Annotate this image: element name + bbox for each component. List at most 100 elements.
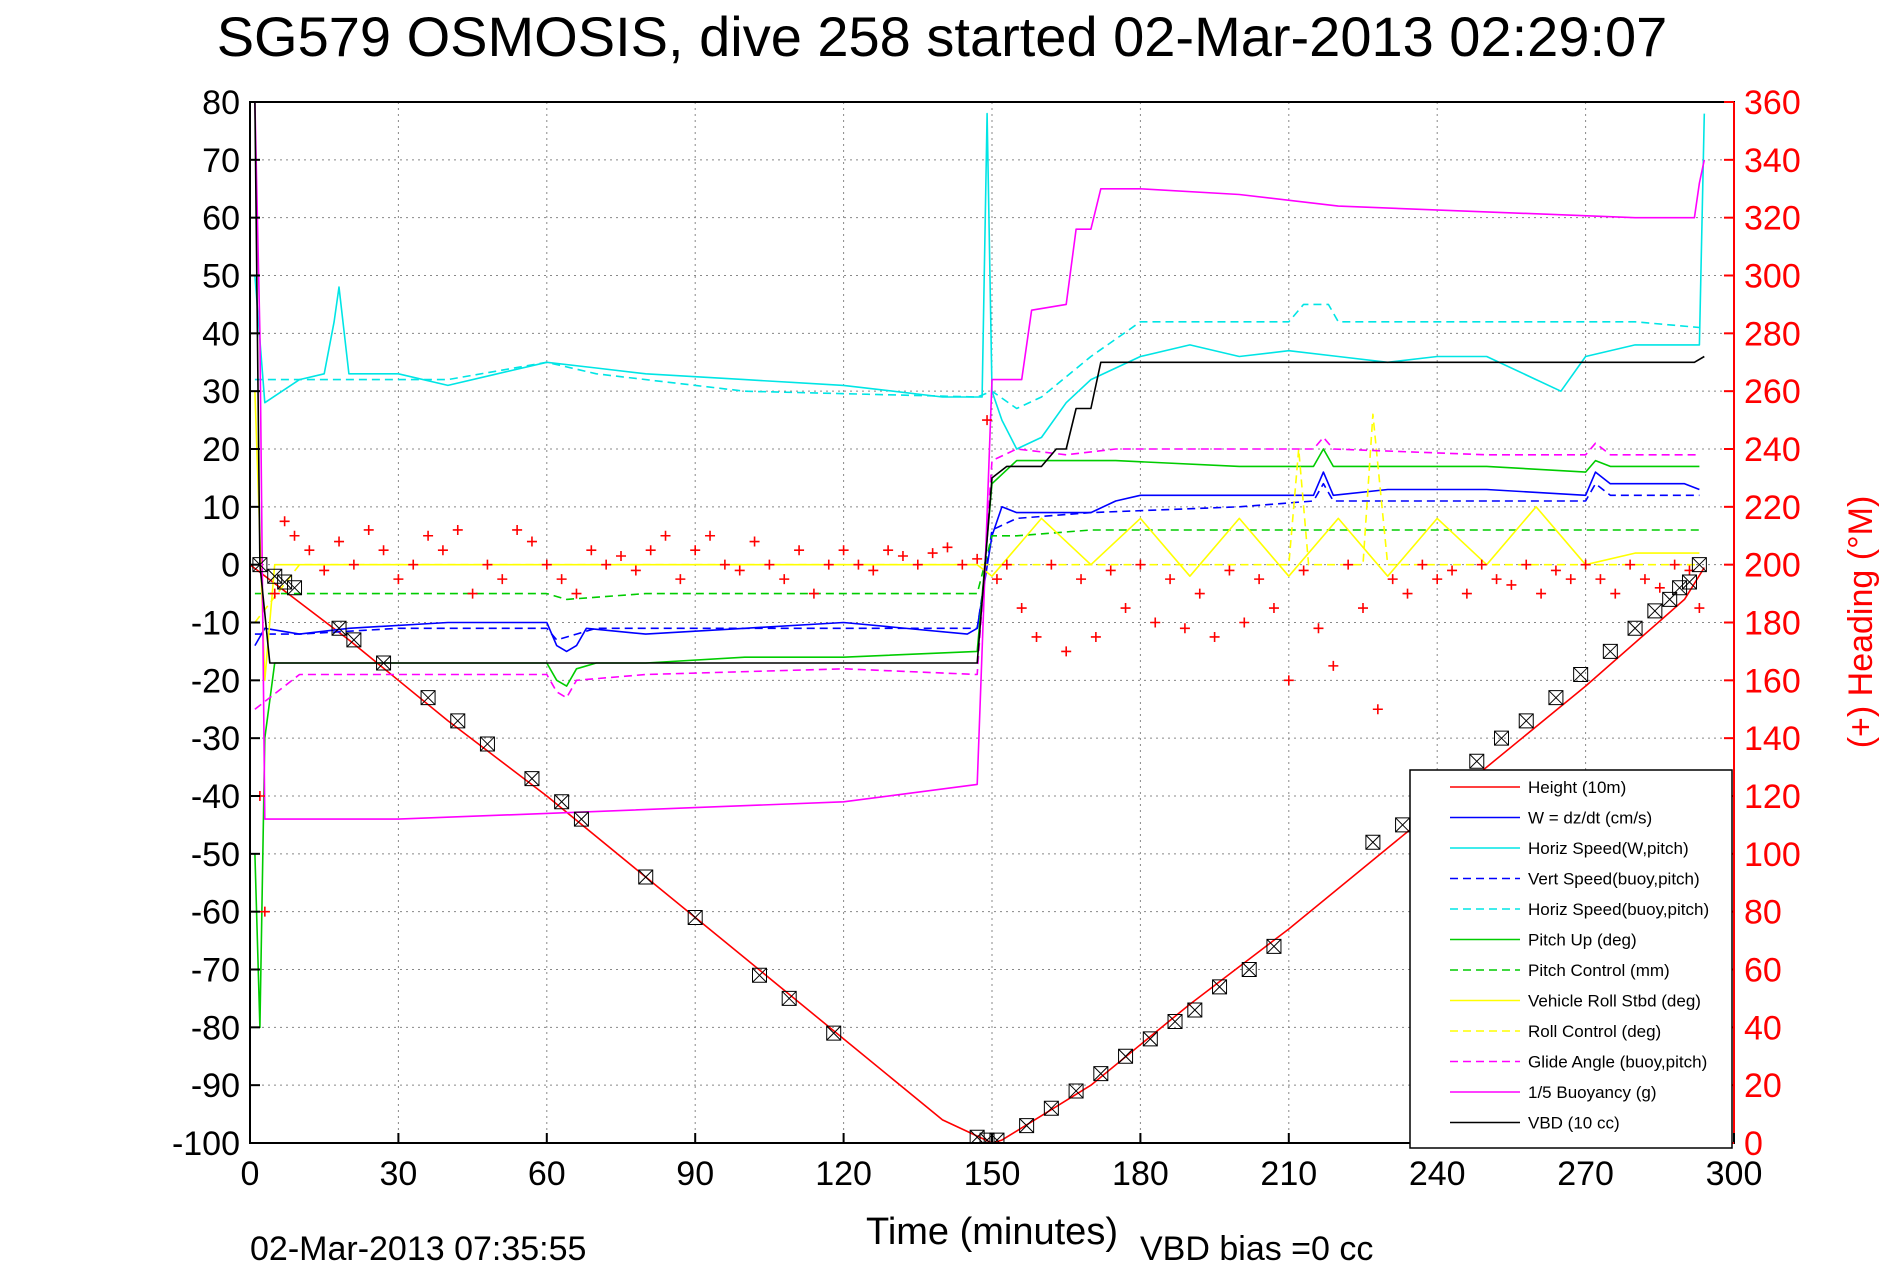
waypoint-marker — [1494, 730, 1510, 746]
heading-point — [1402, 588, 1413, 599]
y2-tick-label: 60 — [1744, 952, 1782, 990]
y2-tick-label: 280 — [1744, 315, 1801, 353]
y2-tick-label: 0 — [1744, 1125, 1763, 1163]
legend: Height (10m) W = dz/dt (cm/s) Horiz Speed(… — [1409, 769, 1733, 1149]
y-tick-label: 60 — [202, 200, 240, 238]
waypoint-marker — [1118, 1048, 1134, 1064]
heading-point — [808, 588, 819, 599]
waypoint-marker — [1241, 962, 1257, 977]
heading-point — [348, 559, 359, 570]
heading-point — [1625, 559, 1636, 570]
waypoint-marker — [826, 1025, 842, 1041]
x-tick-label: 180 — [1112, 1155, 1169, 1193]
heading-point — [1595, 574, 1606, 585]
heading-point — [259, 906, 270, 917]
heading-point — [1209, 631, 1220, 642]
heading-point — [1521, 559, 1532, 570]
heading-point — [279, 516, 290, 527]
heading-point — [868, 565, 879, 576]
y2-tick-label: 340 — [1744, 142, 1801, 180]
heading-point — [1447, 565, 1458, 576]
legend-label: W = dz/dt (cm/s) — [1528, 809, 1652, 828]
heading-point — [512, 524, 523, 535]
series-line-9 — [254, 436, 1700, 710]
x-tick-label: 120 — [815, 1155, 872, 1193]
heading-point — [982, 415, 993, 426]
waypoint-marker — [573, 811, 589, 827]
waypoint-marker — [1672, 580, 1688, 596]
x-axis-label: Time (minutes) — [866, 1211, 1118, 1253]
y-tick-label: 20 — [202, 431, 240, 469]
heading-point — [1432, 574, 1443, 585]
y-tick-label: 50 — [202, 258, 240, 296]
x-tick-label: 300 — [1706, 1155, 1763, 1193]
heading-point — [1298, 565, 1309, 576]
heading-point — [1550, 565, 1561, 576]
heading-point — [690, 545, 701, 556]
heading-point — [912, 559, 923, 570]
heading-point — [1239, 617, 1250, 628]
heading-point — [1639, 574, 1650, 585]
y2-tick-label: 20 — [1744, 1067, 1782, 1105]
heading-point — [616, 550, 626, 561]
waypoint-marker — [331, 620, 347, 636]
heading-point — [1313, 623, 1324, 634]
waypoint-marker — [1019, 1118, 1035, 1134]
legend-label: Roll Control (deg) — [1528, 1022, 1661, 1041]
heading-point — [1194, 588, 1205, 599]
legend-label: 1/5 Buoyancy (g) — [1528, 1083, 1657, 1102]
footer-timestamp: 02-Mar-2013 07:35:55 — [250, 1230, 586, 1262]
heading-point — [1580, 559, 1591, 570]
heading-point — [1565, 574, 1576, 585]
heading-point — [1224, 565, 1235, 576]
legend-label: Height (10m) — [1528, 778, 1626, 797]
y-tick-label: -70 — [191, 952, 240, 990]
series-line-11 — [254, 102, 1705, 664]
heading-point — [675, 574, 686, 585]
heading-point — [853, 559, 864, 570]
heading-point — [319, 565, 330, 576]
y2-tick-label: 300 — [1744, 258, 1801, 296]
heading-point — [437, 545, 448, 556]
heading-point — [823, 559, 834, 570]
footer-vbd-bias: VBD bias =0 cc — [1140, 1230, 1373, 1262]
x-tick-label: 30 — [379, 1155, 417, 1193]
waypoint-marker — [450, 713, 466, 729]
heading-point — [1254, 574, 1265, 585]
y-tick-label: -10 — [191, 605, 240, 643]
heading-point — [1120, 603, 1131, 614]
x-tick-label: 60 — [528, 1155, 566, 1193]
heading-point — [957, 559, 968, 570]
y-tick-label: -20 — [191, 662, 240, 700]
heading-point — [1135, 559, 1146, 570]
waypoint-marker — [638, 869, 654, 885]
heading-point — [764, 559, 775, 570]
heading-point — [1179, 623, 1190, 634]
heading-point — [467, 588, 478, 599]
waypoint-marker — [1518, 713, 1534, 729]
x-tick-label: 0 — [241, 1155, 260, 1193]
y2-tick-label: 260 — [1744, 373, 1801, 411]
waypoint-marker — [277, 574, 293, 590]
y2-tick-label: 100 — [1744, 836, 1801, 874]
legend-label: Vehicle Roll Stbd (deg) — [1528, 992, 1701, 1011]
heading-point — [423, 530, 434, 541]
waypoint-marker — [1142, 1031, 1158, 1047]
heading-point — [1358, 603, 1368, 614]
legend-label: VBD (10 cc) — [1528, 1114, 1620, 1133]
heading-point — [1669, 559, 1680, 570]
heading-point — [1694, 603, 1705, 614]
heading-point — [794, 545, 805, 556]
heading-point — [734, 565, 745, 576]
waypoint-marker — [287, 580, 303, 596]
y-tick-label: 30 — [202, 373, 240, 411]
x-tick-label: 240 — [1409, 1155, 1466, 1193]
heading-point — [556, 574, 567, 585]
heading-point — [1387, 574, 1398, 585]
waypoint-marker — [524, 771, 540, 787]
heading-point — [393, 574, 404, 585]
heading-point — [719, 559, 730, 570]
waypoint-marker — [1681, 574, 1697, 590]
heading-point — [586, 545, 597, 556]
